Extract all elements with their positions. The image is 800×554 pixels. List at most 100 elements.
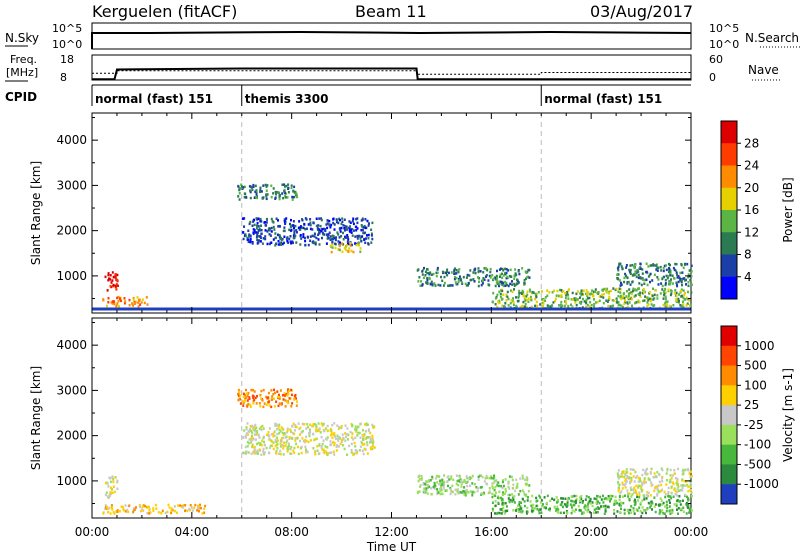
heatmap-cell	[433, 481, 436, 485]
heatmap-cell	[610, 497, 613, 501]
heatmap-cell	[624, 479, 627, 482]
heatmap-cell	[109, 477, 112, 480]
heatmap-cell	[646, 301, 649, 304]
heatmap-cell	[302, 233, 305, 236]
heatmap-cell	[590, 292, 593, 295]
heatmap-cell	[500, 496, 503, 500]
heatmap-cell	[442, 487, 445, 490]
heatmap-cell	[526, 499, 529, 502]
heatmap-cell	[278, 197, 281, 201]
heatmap-cell	[249, 403, 252, 407]
heatmap-cell	[417, 280, 420, 283]
cpid-segment-label: normal (fast) 151	[544, 92, 662, 106]
heatmap-cell	[286, 394, 289, 397]
heatmap-cell	[315, 437, 318, 441]
heatmap-cell	[252, 220, 255, 223]
heatmap-cell	[252, 388, 255, 392]
heatmap-cell	[255, 189, 258, 192]
heatmap-cell	[668, 270, 671, 273]
heatmap-cell	[273, 434, 276, 438]
heatmap-cells	[102, 183, 693, 310]
heatmap-cell	[314, 243, 317, 246]
heatmap-cell	[564, 497, 567, 500]
heatmap-cell	[669, 293, 672, 297]
x-tick-label: 00:00	[75, 525, 110, 539]
heatmap-cell	[680, 263, 683, 267]
heatmap-cell	[534, 507, 537, 510]
heatmap-cell	[278, 402, 281, 405]
heatmap-cell	[529, 295, 532, 299]
heatmap-cell	[107, 297, 110, 300]
heatmap-cell	[642, 482, 645, 485]
heatmap-cell	[665, 509, 668, 513]
heatmap-cell	[198, 506, 201, 510]
heatmap-cell	[662, 303, 665, 307]
heatmap-cell	[320, 446, 323, 449]
heatmap-cell	[515, 305, 518, 308]
heatmap-cell	[613, 509, 615, 512]
heatmap-cell	[492, 487, 494, 490]
heatmap-cell	[665, 500, 668, 504]
heatmap-cell	[654, 475, 657, 478]
heatmap-cell	[567, 294, 570, 297]
heatmap-cell	[671, 274, 674, 277]
heatmap-cell	[578, 509, 581, 512]
heatmap-cell	[565, 510, 568, 513]
heatmap-cell	[260, 453, 263, 456]
heatmap-cell	[371, 442, 374, 445]
heatmap-cell	[689, 507, 692, 511]
heatmap-cell	[654, 264, 657, 267]
heatmap-cell	[294, 190, 297, 194]
heatmap-cell	[123, 297, 126, 300]
freq-label: Freq.	[10, 53, 37, 66]
heatmap-cell	[346, 240, 349, 244]
heatmap-cell	[262, 405, 265, 409]
heatmap-cell	[320, 445, 323, 448]
heatmap-cell	[646, 283, 649, 287]
heatmap-cell	[247, 451, 250, 454]
heatmap-cell	[135, 506, 137, 509]
heatmap-cell	[318, 228, 321, 231]
heatmap-cell	[645, 473, 648, 476]
heatmap-cell	[281, 242, 284, 246]
heatmap-cell	[633, 295, 636, 298]
heatmap-cell	[293, 451, 296, 455]
heatmap-cell	[502, 506, 505, 510]
heatmap-cell	[675, 269, 678, 272]
heatmap-cell	[631, 468, 634, 471]
heatmap-cell	[262, 436, 265, 440]
heatmap-cell	[465, 492, 468, 495]
heatmap-cell	[347, 238, 350, 241]
heatmap-cell	[566, 498, 569, 502]
heatmap-cell	[426, 282, 429, 285]
heatmap-cell	[661, 503, 664, 506]
heatmap-cell	[499, 292, 502, 296]
heatmap-cell	[570, 495, 573, 498]
heatmap-cell	[637, 287, 639, 291]
heatmap-cell	[361, 235, 364, 238]
heatmap-cell	[628, 288, 631, 291]
heatmap-cell	[443, 281, 446, 285]
heatmap-cell	[422, 483, 425, 486]
heatmap-cell	[528, 276, 531, 279]
heatmap-cell	[632, 287, 635, 291]
colorbar-swatch	[721, 232, 737, 255]
heatmap-cell	[653, 496, 656, 499]
heatmap-cell	[515, 282, 518, 285]
heatmap-cell	[505, 293, 508, 296]
y-tick-label: 3000	[56, 178, 87, 192]
heatmap-cell	[664, 282, 667, 285]
heatmap-cell	[274, 438, 277, 442]
heatmap-cell	[653, 472, 656, 475]
heatmap-cell	[685, 501, 688, 505]
heatmap-cell	[544, 296, 547, 299]
heatmap-cell	[346, 236, 349, 239]
heatmap-cell	[276, 439, 279, 442]
heatmap-cell	[456, 488, 459, 491]
heatmap-cell	[473, 491, 476, 494]
heatmap-cell	[335, 449, 338, 452]
heatmap-cell	[263, 444, 266, 447]
heatmap-cell	[639, 480, 642, 483]
heatmap-cell	[443, 275, 446, 279]
